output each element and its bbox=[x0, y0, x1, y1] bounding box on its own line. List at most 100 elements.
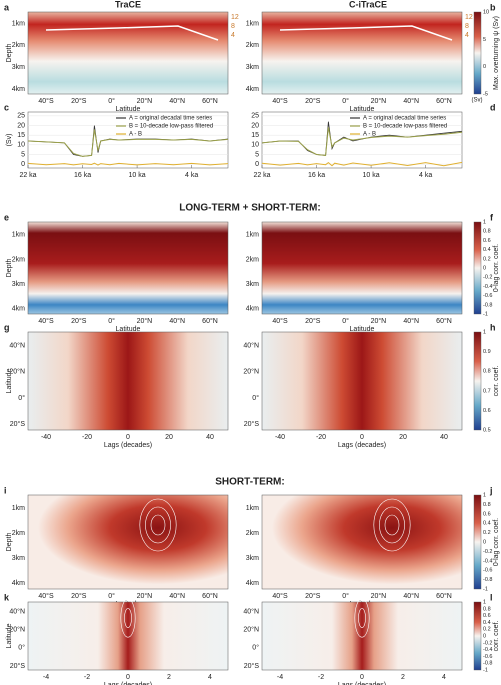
colorbar-tick-label: -0.6 bbox=[483, 568, 492, 574]
y-tick-label: 40°N bbox=[9, 607, 25, 615]
y-tick-label: 10 bbox=[251, 142, 259, 149]
colorbar-unit: (Sv) bbox=[472, 98, 483, 104]
colorbar-label: Max. overturning ψ (Sv) bbox=[493, 16, 500, 90]
x-tick-label: 40°N bbox=[403, 317, 419, 325]
x-axis-label: Lags (decades) bbox=[104, 682, 152, 685]
y-tick-label: 40°N bbox=[9, 342, 25, 350]
y-tick-label: 1km bbox=[246, 232, 259, 239]
contour bbox=[145, 506, 171, 544]
y-tick-label: 3km bbox=[12, 281, 25, 288]
colorbar-tick-label: -5 bbox=[483, 91, 488, 97]
x-tick-label: 40°S bbox=[272, 97, 288, 105]
colorbar-tick-label: -0.4 bbox=[483, 558, 492, 564]
colorbar-tick-label: 0.2 bbox=[483, 627, 491, 633]
contour bbox=[379, 506, 405, 544]
x-axis-label: Lags (decades) bbox=[338, 682, 386, 685]
colorbar-tick-label: -0.4 bbox=[483, 284, 492, 290]
x-tick-label: 0 bbox=[126, 434, 130, 441]
legend-label: A - B bbox=[129, 132, 142, 138]
colorbar-tick-label: 1 bbox=[483, 599, 486, 605]
panel-letter: l bbox=[490, 592, 493, 602]
x-tick-label: 20°S bbox=[305, 97, 321, 105]
colorbar-tick-label: 0.6 bbox=[483, 613, 491, 619]
y-tick-label: 15 bbox=[17, 132, 25, 139]
y-tick-label: 25 bbox=[17, 113, 25, 120]
y-tick-label: 4km bbox=[246, 305, 259, 312]
y2-tick-label: 12 bbox=[465, 14, 473, 21]
colorbar-tick-label: 0.8 bbox=[483, 502, 491, 508]
y-tick-label: 4km bbox=[12, 305, 25, 312]
x-tick-label: 10 ka bbox=[363, 172, 380, 179]
x-tick-label: 4 bbox=[442, 674, 446, 681]
colorbar-tick-label: 0.8 bbox=[483, 369, 491, 375]
colorbar-tick-label: -0.8 bbox=[483, 577, 492, 583]
x-tick-label: 20°S bbox=[71, 592, 87, 600]
y2-tick-label: 8 bbox=[465, 23, 469, 30]
x-tick-label: 20°N bbox=[371, 317, 387, 325]
x-tick-label: 40°S bbox=[38, 317, 54, 325]
colorbar bbox=[473, 331, 482, 431]
colorbar-tick-label: 0 bbox=[483, 64, 486, 70]
x-tick-label: 0° bbox=[108, 317, 115, 325]
series-line bbox=[27, 162, 229, 166]
x-tick-label: 40°N bbox=[403, 592, 419, 600]
x-tick-label: -20 bbox=[82, 434, 92, 441]
heatmap bbox=[27, 331, 229, 431]
x-tick-label: 60°N bbox=[202, 317, 218, 325]
y-tick-label: 1km bbox=[12, 20, 25, 27]
panel-letter: a bbox=[4, 2, 10, 12]
colorbar-tick-label: 1 bbox=[483, 329, 486, 335]
y-tick-label: 3km bbox=[246, 281, 259, 288]
series-line bbox=[261, 127, 463, 156]
legend-label: A - B bbox=[363, 132, 376, 138]
x-tick-label: 40°N bbox=[169, 317, 185, 325]
y-axis-label: Depth bbox=[6, 533, 13, 552]
legend-label: B = 10-decade low-pass filtered bbox=[363, 124, 447, 130]
y-tick-label: 20 bbox=[17, 122, 25, 129]
legend-label: A = original decadal time series bbox=[129, 116, 212, 122]
panel-letter: k bbox=[4, 592, 10, 602]
heatmap bbox=[27, 494, 229, 590]
heatmap bbox=[261, 221, 463, 315]
colorbar-tick-label: 0.4 bbox=[483, 247, 491, 253]
y-tick-label: 2km bbox=[12, 42, 25, 49]
x-tick-label: 10 ka bbox=[129, 172, 146, 179]
y2-tick-label: 4 bbox=[231, 32, 235, 39]
x-tick-label: 20°S bbox=[71, 97, 87, 105]
y-tick-label: 20 bbox=[251, 122, 259, 129]
y-tick-label: 20°N bbox=[243, 625, 259, 633]
plot-frame bbox=[261, 111, 463, 169]
panel-letter: i bbox=[4, 485, 7, 495]
y-tick-label: 4km bbox=[12, 580, 25, 587]
contour bbox=[354, 598, 370, 638]
x-tick-label: 60°N bbox=[436, 592, 452, 600]
x-tick-label: 4 ka bbox=[419, 172, 432, 179]
series-line bbox=[261, 161, 463, 167]
panel-letter: f bbox=[490, 212, 494, 222]
colorbar-tick-label: 0.5 bbox=[483, 427, 491, 433]
colorbar-tick-label: 0.8 bbox=[483, 229, 491, 235]
y-tick-label: 20°N bbox=[9, 625, 25, 633]
panel-letter: g bbox=[4, 322, 10, 332]
colorbar-label: corr. coef. bbox=[493, 366, 500, 397]
y-tick-label: 3km bbox=[12, 64, 25, 71]
colorbar-tick-label: 0.4 bbox=[483, 521, 491, 527]
x-tick-label: 40 bbox=[440, 434, 448, 441]
x-tick-label: 20°N bbox=[137, 317, 153, 325]
colorbar-tick-label: -0.2 bbox=[483, 549, 492, 555]
x-tick-label: 40°S bbox=[272, 317, 288, 325]
x-axis-label: Lags (decades) bbox=[104, 442, 152, 449]
x-axis-label: Latitude bbox=[116, 326, 141, 333]
y-tick-label: 40°N bbox=[243, 607, 259, 615]
contour bbox=[120, 598, 136, 638]
x-tick-label: 16 ka bbox=[74, 172, 91, 179]
x-tick-label: 0° bbox=[108, 97, 115, 105]
y-tick-label: 0° bbox=[252, 394, 259, 402]
contour bbox=[358, 608, 366, 628]
x-tick-label: 0 bbox=[126, 674, 130, 681]
legend-label: A = original decadal time series bbox=[363, 116, 446, 122]
y-axis-label: Depth bbox=[6, 44, 13, 63]
x-tick-label: 40°S bbox=[38, 97, 54, 105]
x-tick-label: 40°S bbox=[272, 592, 288, 600]
